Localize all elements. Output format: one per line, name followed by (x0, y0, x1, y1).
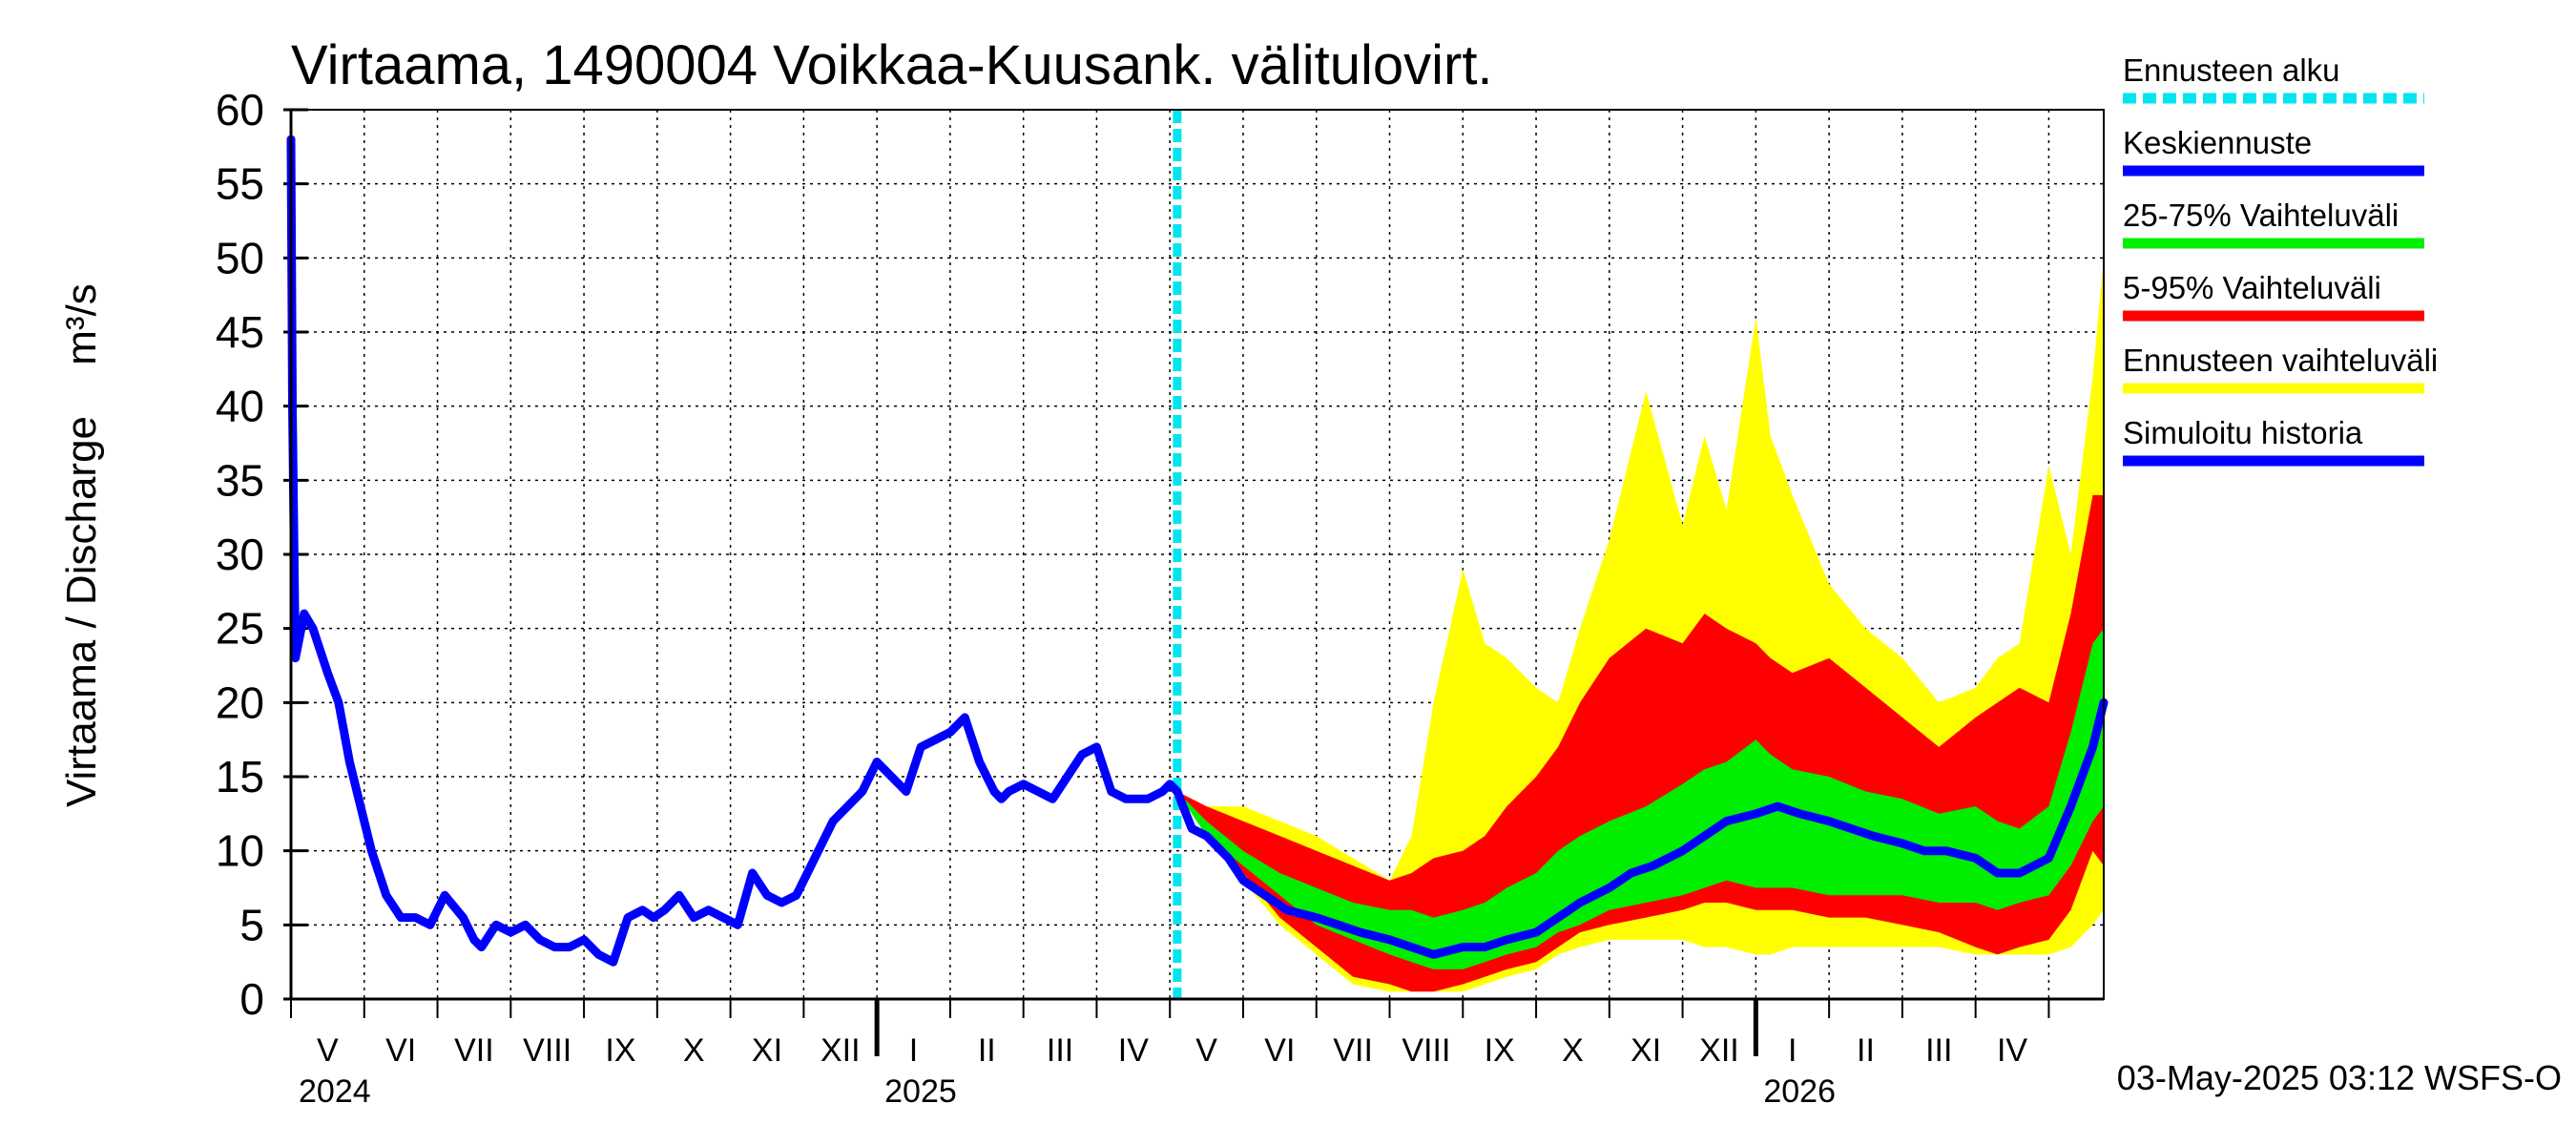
x-month-label: VI (1264, 1032, 1295, 1069)
x-month-label: V (1195, 1032, 1217, 1069)
x-month-label: II (1857, 1032, 1875, 1069)
x-month-label: IV (1118, 1032, 1149, 1069)
chart-title: Virtaama, 1490004 Voikkaa-Kuusank. välit… (291, 34, 1493, 96)
x-month-label: II (978, 1032, 996, 1069)
y-tick-label: 55 (216, 159, 264, 209)
x-month-label: X (683, 1032, 705, 1069)
x-month-label: IX (605, 1032, 635, 1069)
x-year-label: 2024 (299, 1073, 371, 1110)
series-keskiennuste (1173, 697, 2109, 959)
y-tick-label: 30 (216, 530, 264, 579)
band-25-75-vaihteluv-li (1176, 628, 2104, 969)
x-year-label: 2026 (1763, 1073, 1836, 1110)
y-tick-label: 50 (216, 233, 264, 282)
x-month-label: V (317, 1032, 339, 1069)
y-tick-label: 45 (216, 307, 264, 357)
x-month-label: XII (1699, 1032, 1739, 1069)
legend-label: Simuloitu historia (2123, 415, 2363, 450)
y-axis-unit: m³/s (58, 283, 105, 365)
x-year-label: 2025 (884, 1073, 957, 1110)
y-tick-label: 10 (216, 826, 264, 876)
x-month-label: III (1047, 1032, 1073, 1069)
x-month-label: XI (1631, 1032, 1661, 1069)
x-month-label: X (1562, 1032, 1584, 1069)
legend-label: Ennusteen vaihteluväli (2123, 343, 2438, 378)
x-month-label: VII (1333, 1032, 1373, 1069)
x-month-label: XI (752, 1032, 782, 1069)
x-month-label: VIII (1402, 1032, 1450, 1069)
legend-label: Keskiennuste (2123, 125, 2312, 160)
series-simuloitu-historia (286, 135, 1182, 967)
y-tick-label: 25 (216, 604, 264, 654)
y-tick-label: 20 (216, 677, 264, 727)
x-month-label: III (1925, 1032, 1952, 1069)
y-tick-label: 0 (239, 974, 264, 1024)
footer-timestamp: 03-May-2025 03:12 WSFS-O (2117, 1058, 2562, 1097)
y-tick-label: 5 (239, 900, 264, 949)
y-tick-label: 40 (216, 382, 264, 431)
x-month-label: I (1788, 1032, 1797, 1069)
y-tick-label: 15 (216, 752, 264, 802)
legend-label: 5-95% Vaihteluväli (2123, 270, 2381, 305)
x-month-label: VI (385, 1032, 416, 1069)
x-month-label: VII (454, 1032, 494, 1069)
x-month-label: I (909, 1032, 918, 1069)
y-tick-label: 60 (216, 85, 264, 135)
legend: Ennusteen alku Keskiennuste 25-75% Vaihtel… (2123, 52, 2438, 467)
x-month-label: IX (1485, 1032, 1515, 1069)
y-tick-label: 35 (216, 455, 264, 505)
x-month-label: IV (1997, 1032, 2027, 1069)
legend-label: 25-75% Vaihteluväli (2123, 198, 2399, 233)
legend-label: Ennusteen alku (2123, 52, 2340, 88)
y-axis-label: Virtaama / Discharge (58, 416, 105, 807)
x-month-label: XII (821, 1032, 861, 1069)
x-month-label: VIII (523, 1032, 571, 1069)
